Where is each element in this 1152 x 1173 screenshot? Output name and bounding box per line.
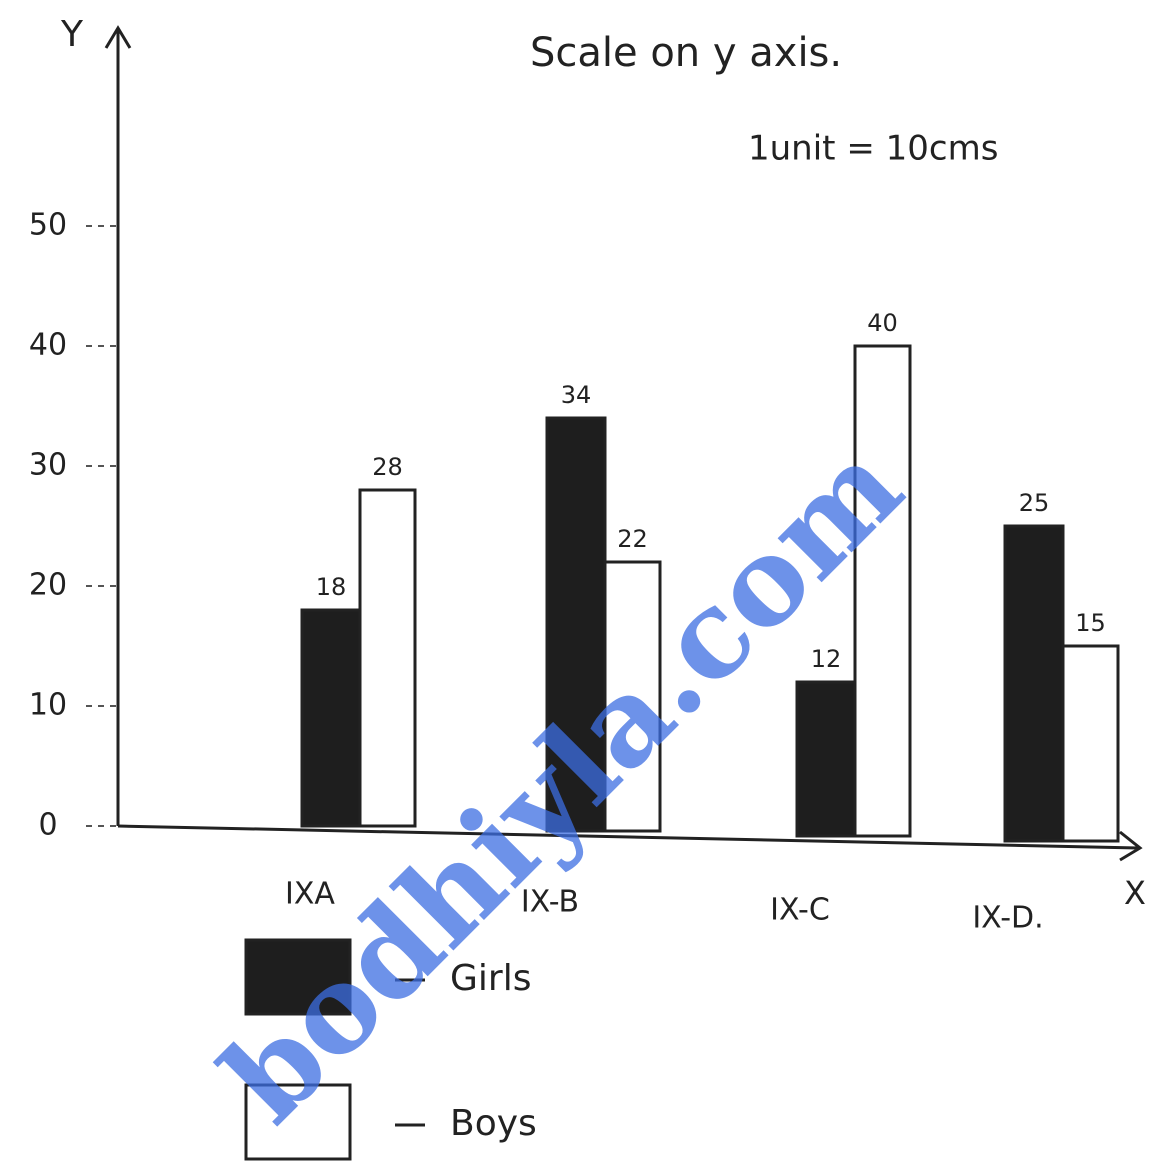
data-label: 25 bbox=[1019, 489, 1050, 517]
y-tick-label: 20 bbox=[29, 568, 67, 603]
legend-swatch bbox=[244, 1083, 352, 1161]
bar bbox=[853, 344, 912, 838]
data-label: 22 bbox=[617, 525, 648, 553]
legend: Girls Boys bbox=[244, 938, 537, 1161]
y-tick-label: 40 bbox=[29, 328, 67, 363]
bar bbox=[795, 680, 857, 838]
chart-title: Scale on y axis. bbox=[530, 30, 842, 76]
bar bbox=[300, 608, 362, 828]
bar bbox=[545, 416, 607, 833]
x-tick-label: IXA bbox=[285, 877, 335, 912]
y-tick-label: 50 bbox=[29, 208, 67, 243]
y-tick-label: 30 bbox=[29, 448, 67, 483]
y-tick-label: 10 bbox=[29, 688, 67, 723]
x-tick-label: IX-D. bbox=[972, 901, 1043, 936]
x-tick-label: IX-C bbox=[770, 893, 830, 928]
bar bbox=[603, 560, 662, 833]
data-label: 12 bbox=[811, 645, 842, 673]
bar bbox=[358, 488, 417, 828]
bar bbox=[1003, 524, 1065, 843]
x-tick-label: IX-B bbox=[521, 885, 579, 920]
y-axis bbox=[104, 25, 132, 826]
x-axis-label: X bbox=[1124, 874, 1146, 912]
legend-label: Girls bbox=[450, 958, 531, 999]
y-axis-label: Y bbox=[60, 14, 84, 55]
y-tick-label: 0 bbox=[38, 808, 57, 843]
legend-label: Boys bbox=[450, 1103, 537, 1144]
x-axis bbox=[117, 824, 1143, 862]
bar bbox=[1061, 644, 1120, 843]
legend-swatch bbox=[244, 938, 352, 1016]
data-label: 34 bbox=[561, 381, 592, 409]
data-label: 15 bbox=[1075, 609, 1106, 637]
data-label: 28 bbox=[372, 453, 403, 481]
chart-subtitle: 1unit = 10cms bbox=[748, 129, 998, 169]
data-label: 18 bbox=[316, 573, 347, 601]
data-label: 40 bbox=[867, 309, 898, 337]
